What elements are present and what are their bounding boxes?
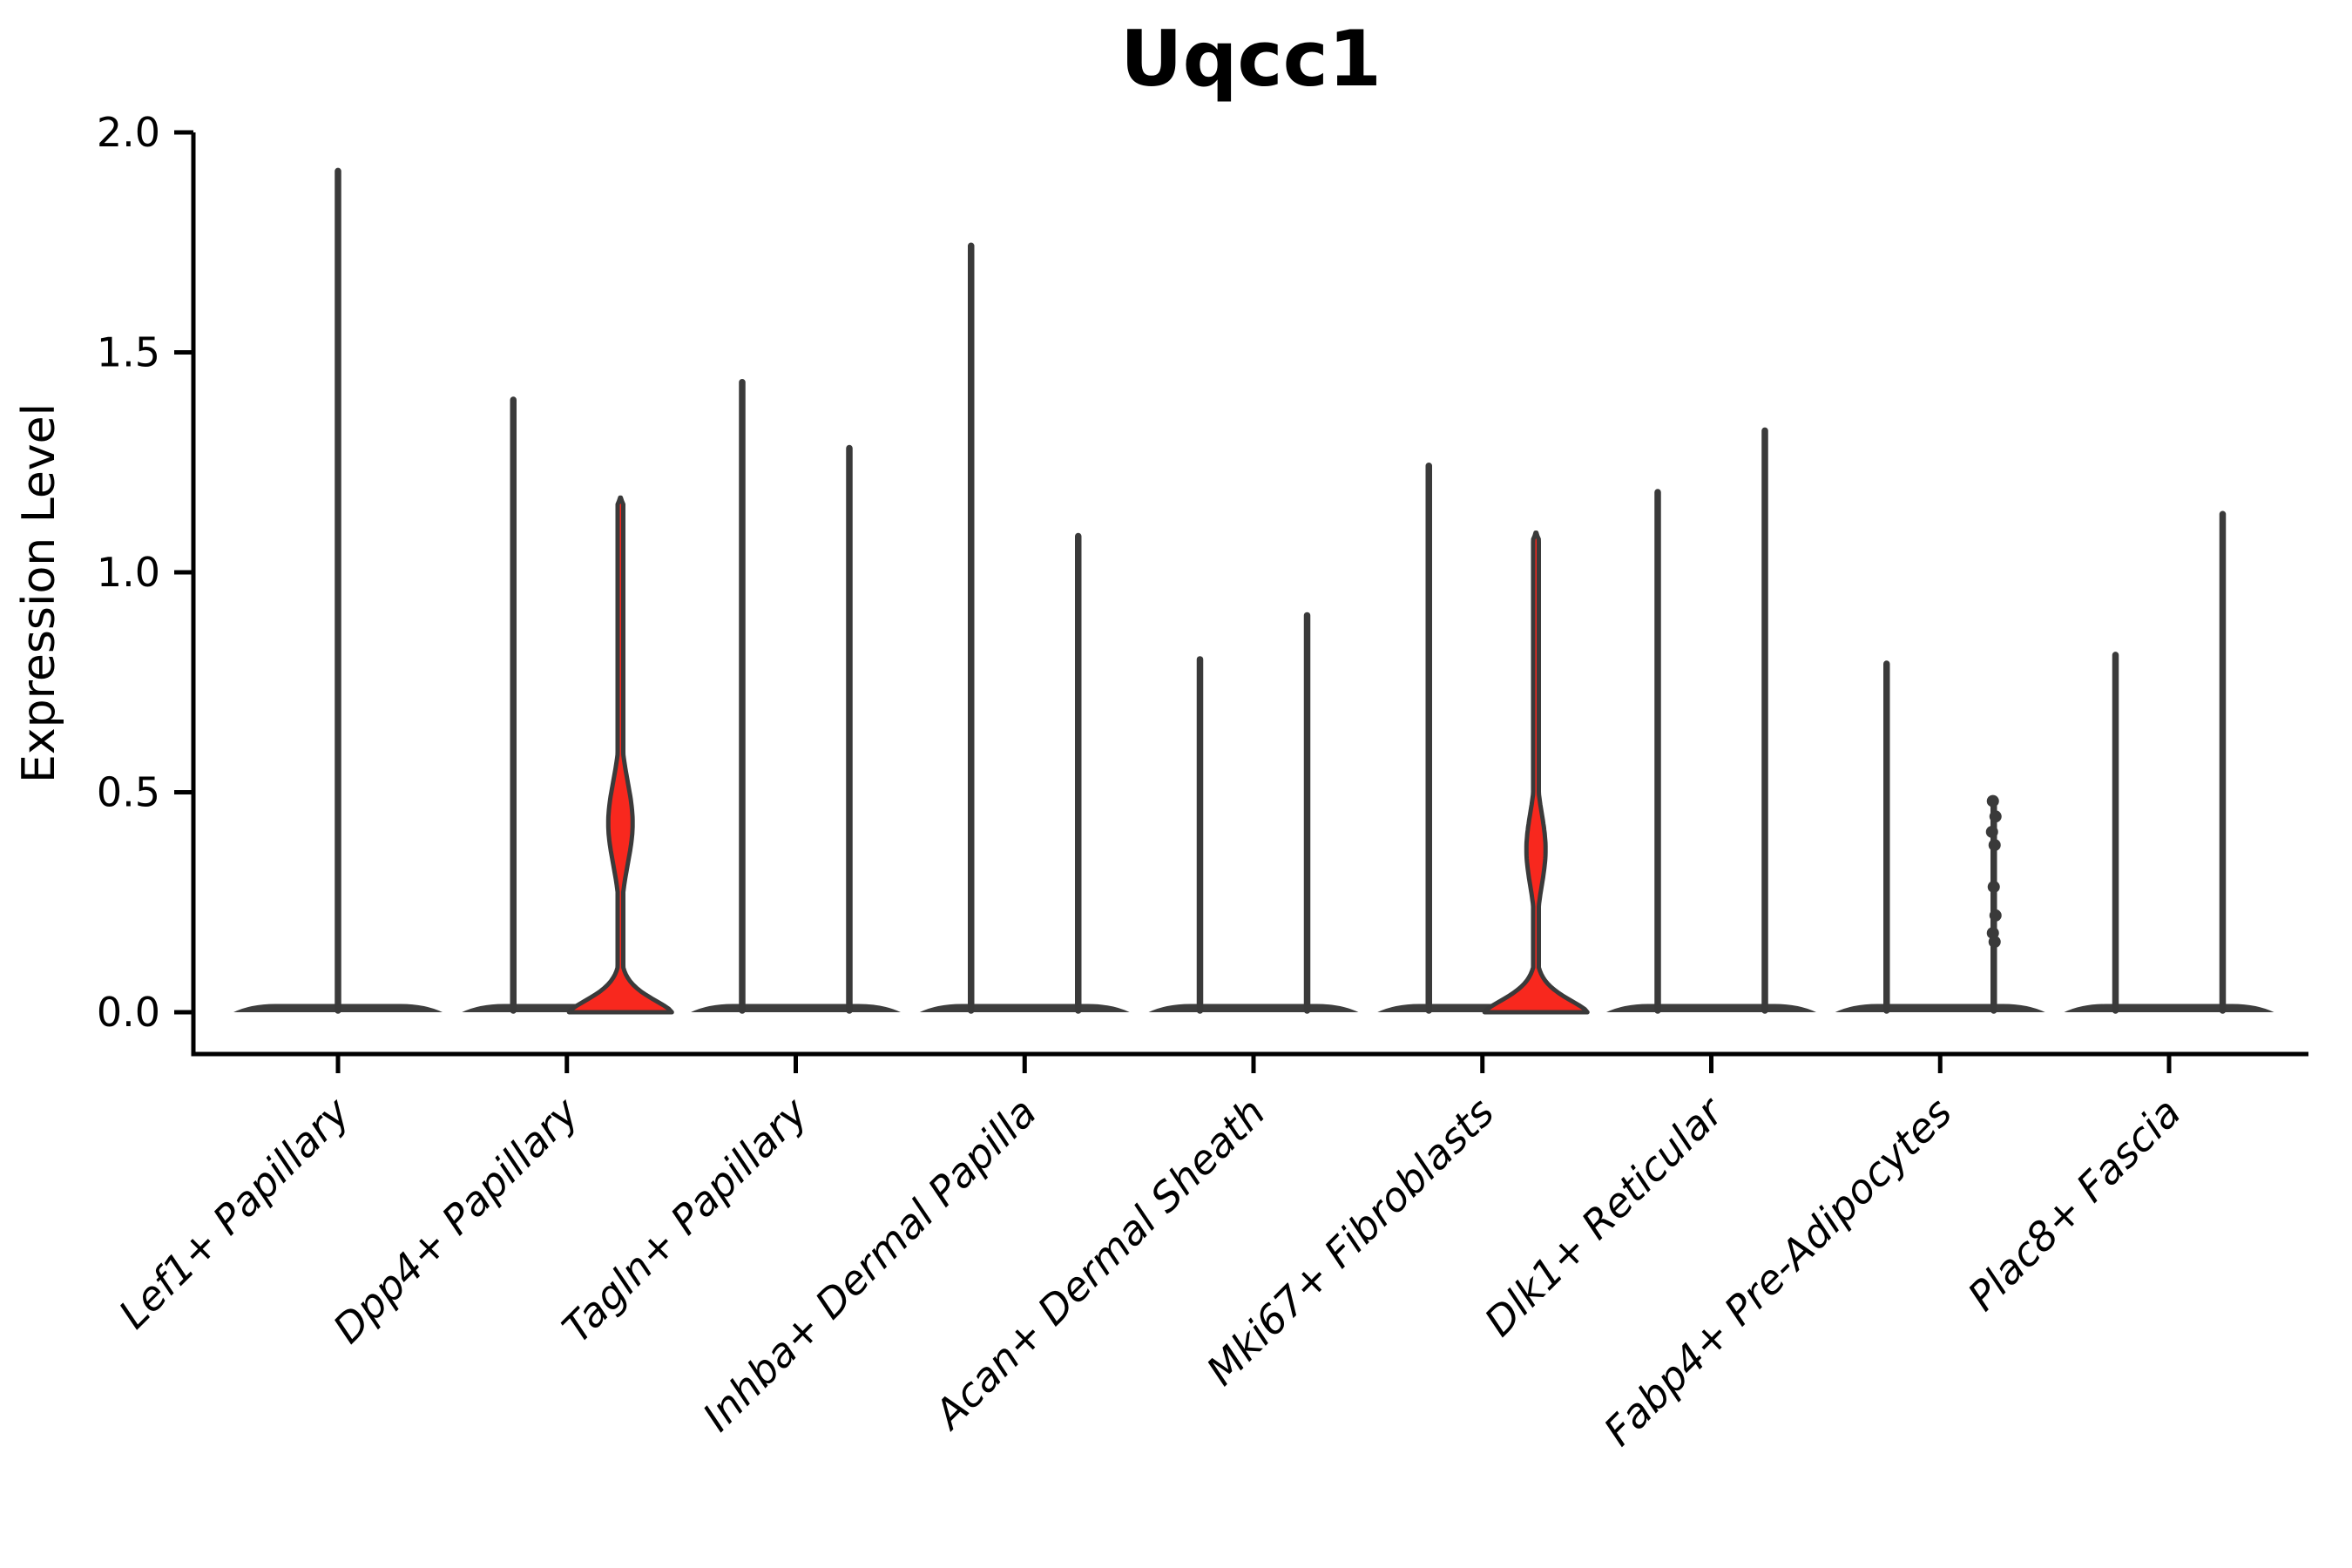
jitter-point xyxy=(1988,839,2001,852)
x-tick-label: Plac8+ Fascia xyxy=(1958,1089,2189,1320)
y-axis-label: Expression Level xyxy=(13,403,65,783)
violin-body xyxy=(1482,531,1590,1015)
chart-title: Uqcc1 xyxy=(1120,14,1382,104)
x-tick-label: Tagln+ Papillary xyxy=(553,1088,817,1352)
jitter-point xyxy=(1986,794,1999,808)
axis-spines xyxy=(191,132,2308,1057)
violin-base xyxy=(919,1004,1130,1012)
axes-layer xyxy=(174,130,2308,1073)
violin-layer xyxy=(233,167,2274,1015)
jitter-point xyxy=(1989,810,2002,823)
violin-base xyxy=(691,1004,901,1012)
jitter-point xyxy=(1989,909,2002,922)
jitter-point xyxy=(1987,881,2000,894)
y-tick-label: 0.0 xyxy=(97,989,160,1036)
x-tick-label: Lef1+ Papillary xyxy=(110,1088,359,1337)
y-tick-label: 1.0 xyxy=(97,549,160,596)
violin-base xyxy=(1606,1004,1816,1012)
jitter-point xyxy=(1988,936,2001,949)
violin-base xyxy=(1148,1004,1359,1012)
jitter-point xyxy=(1985,825,1998,838)
violin-base xyxy=(2064,1004,2274,1012)
y-tick-label: 1.5 xyxy=(97,329,160,376)
violin-body xyxy=(566,495,674,1015)
x-tick-label: Dlk1+ Reticular xyxy=(1476,1086,1734,1345)
y-tick-label: 0.5 xyxy=(97,769,160,816)
x-tick-label: Dpp4+ Papillary xyxy=(324,1088,588,1352)
violin-base xyxy=(1835,1004,2045,1012)
y-tick-label: 2.0 xyxy=(97,109,160,156)
